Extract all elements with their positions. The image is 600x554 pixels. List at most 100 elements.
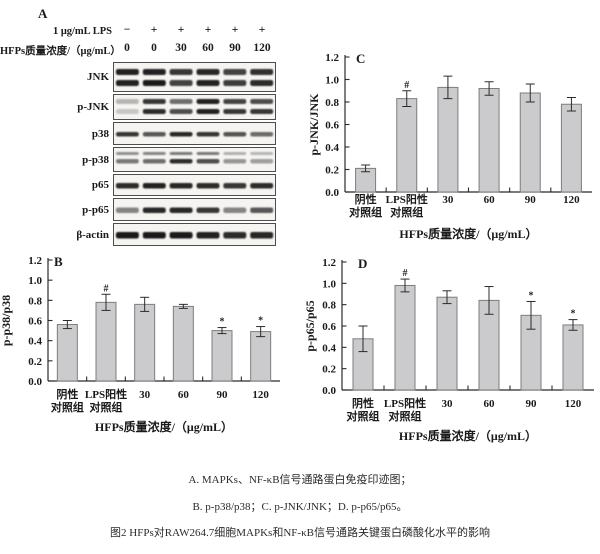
x-category-label: 90 xyxy=(526,398,538,410)
x-category-label: 阴性 xyxy=(355,192,377,206)
blot-band xyxy=(115,207,139,213)
lps-lane-value: + xyxy=(177,24,185,36)
x-category-label: 60 xyxy=(178,389,190,401)
y-tick-label: 0.8 xyxy=(322,300,336,312)
blot-row-label: JNK xyxy=(87,71,109,83)
bar xyxy=(56,324,78,382)
x-category-label: 对照组 xyxy=(90,400,123,414)
blot-band xyxy=(196,159,220,164)
lps-lane-value: − xyxy=(123,24,131,36)
y-axis-title: p-p65/p65 xyxy=(306,300,317,351)
y-tick-label: 1.2 xyxy=(28,255,42,267)
x-category-label: 对照组 xyxy=(349,205,382,219)
blot-row-label: p-p65 xyxy=(82,203,109,216)
x-axis-title: HFPs质量浓度/（μg/mL） xyxy=(95,419,233,434)
blot-band xyxy=(250,159,274,164)
x-category-label: 对照组 xyxy=(390,205,423,219)
blot-band xyxy=(115,109,139,114)
y-tick-label: 0.0 xyxy=(28,376,42,388)
y-tick-label: 1.0 xyxy=(28,275,42,287)
blot-band xyxy=(142,80,166,86)
significance-mark: * xyxy=(258,316,263,327)
y-axis-title: p-JNK/JNK xyxy=(307,93,321,156)
y-tick-label: 1.0 xyxy=(322,278,336,290)
blot-band xyxy=(223,159,247,164)
x-category-label: 60 xyxy=(484,194,496,206)
blot-band xyxy=(169,183,193,189)
lps-lane-value: + xyxy=(258,24,266,36)
blot-row-label: β-actin xyxy=(76,228,109,241)
y-tick-label: 1.0 xyxy=(325,75,339,87)
significance-mark: # xyxy=(104,283,109,294)
x-category-label: LPS阳性 xyxy=(384,396,426,410)
blot-band xyxy=(142,232,166,239)
x-axis-title: HFPs质量浓度/（μg/mL） xyxy=(399,226,537,241)
blot-band xyxy=(223,80,247,86)
significance-mark: # xyxy=(403,268,408,279)
panel-letter: D xyxy=(358,256,367,271)
caption-line-2: B. p-p38/p38；C. p-JNK/JNK；D. p-p65/p65。 xyxy=(192,501,408,513)
blot-band xyxy=(196,69,220,75)
y-tick-label: 1.2 xyxy=(325,52,339,64)
blot-band xyxy=(142,183,166,189)
blot-band xyxy=(115,183,139,189)
y-tick-label: 0.2 xyxy=(28,356,42,368)
x-category-label: 120 xyxy=(252,389,269,401)
bar xyxy=(211,330,233,382)
blot-band xyxy=(115,80,139,86)
bar xyxy=(437,86,459,193)
blot-band xyxy=(250,132,274,137)
blot-band xyxy=(142,159,166,164)
x-category-label: 对照组 xyxy=(389,409,422,423)
blot-band xyxy=(250,69,274,75)
blot-band xyxy=(169,132,193,137)
blot-band xyxy=(250,183,274,189)
bar xyxy=(560,103,582,193)
panel-a-letter: A xyxy=(38,6,48,21)
blot-band xyxy=(196,183,220,189)
blot-band xyxy=(196,99,220,104)
blot-row-label: p-JNK xyxy=(77,101,109,113)
bar xyxy=(95,301,117,382)
blot-bands xyxy=(115,183,274,189)
y-tick-label: 0.4 xyxy=(325,142,339,154)
blot-band xyxy=(196,132,220,137)
conc-lane-value: 60 xyxy=(202,42,214,54)
blot-band xyxy=(223,183,247,189)
blot-bands xyxy=(115,69,274,86)
blot-band xyxy=(142,207,166,213)
blot-band xyxy=(142,132,166,137)
y-tick-label: 0.8 xyxy=(28,295,42,307)
panel-a: A 1 μg/mL LPS − + + + + + HFPs质量浓度/（μg/mL） 0 0… xyxy=(0,0,308,250)
blot-band xyxy=(223,207,247,213)
panel-letter: C xyxy=(356,51,365,66)
x-category-label: 30 xyxy=(442,398,454,410)
blot-band xyxy=(115,152,139,155)
x-category-label: 对照组 xyxy=(347,409,380,423)
significance-mark: * xyxy=(571,309,576,320)
conc-lane-value: 90 xyxy=(229,42,241,54)
blot-band xyxy=(169,109,193,114)
blot-bands xyxy=(115,132,274,137)
significance-mark: * xyxy=(220,317,225,328)
bar xyxy=(519,92,541,193)
blot-band xyxy=(250,152,274,155)
caption-line-1: A. MAPKs、NF-κB信号通路蛋白免疫印迹图； xyxy=(188,474,412,486)
blot-band xyxy=(250,99,274,104)
blot-band xyxy=(223,99,247,104)
x-category-label: 阴性 xyxy=(352,396,374,410)
bar xyxy=(394,284,416,391)
blot-band xyxy=(223,109,247,114)
y-tick-label: 0.6 xyxy=(322,321,336,333)
y-tick-label: 0.4 xyxy=(28,336,42,348)
conc-lane-value: 120 xyxy=(253,42,271,54)
blot-band xyxy=(250,232,274,239)
x-category-label: LPS阳性 xyxy=(386,192,428,206)
blot-box xyxy=(113,223,276,246)
blot-band xyxy=(169,69,193,75)
blot-band xyxy=(115,99,139,104)
